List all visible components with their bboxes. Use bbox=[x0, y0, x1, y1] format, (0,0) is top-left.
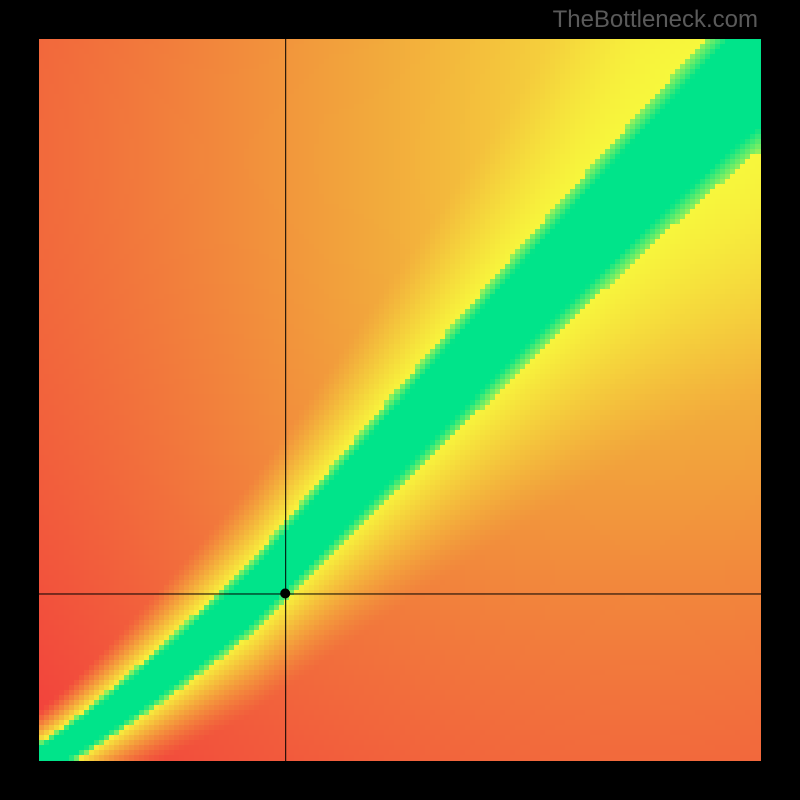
chart-frame: TheBottleneck.com bbox=[0, 0, 800, 800]
watermark-label: TheBottleneck.com bbox=[553, 6, 758, 34]
heatmap-canvas bbox=[39, 39, 761, 761]
